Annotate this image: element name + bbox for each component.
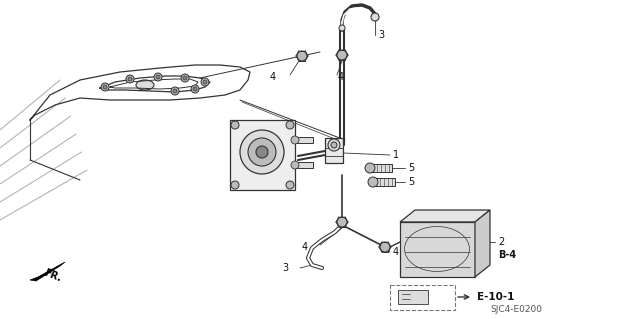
- Circle shape: [256, 146, 268, 158]
- Circle shape: [297, 51, 307, 61]
- Circle shape: [368, 177, 378, 187]
- Text: 1: 1: [393, 150, 399, 160]
- Text: 2: 2: [498, 237, 504, 247]
- Bar: [373, 178, 395, 186]
- Circle shape: [231, 121, 239, 129]
- Bar: [370, 164, 392, 172]
- Text: 4: 4: [393, 247, 399, 257]
- Polygon shape: [400, 210, 490, 222]
- Circle shape: [339, 25, 345, 31]
- Circle shape: [171, 87, 179, 95]
- Bar: [325, 138, 343, 163]
- Circle shape: [365, 163, 375, 173]
- Polygon shape: [400, 222, 475, 277]
- Text: 4: 4: [302, 242, 308, 252]
- Circle shape: [380, 242, 390, 252]
- Ellipse shape: [136, 80, 154, 90]
- Circle shape: [371, 13, 379, 21]
- Circle shape: [103, 85, 107, 89]
- Circle shape: [173, 89, 177, 93]
- Circle shape: [231, 181, 239, 189]
- Text: 5: 5: [408, 163, 414, 173]
- Circle shape: [181, 74, 189, 82]
- Circle shape: [328, 139, 340, 151]
- Circle shape: [286, 181, 294, 189]
- Circle shape: [183, 76, 187, 80]
- Circle shape: [291, 136, 299, 144]
- Circle shape: [331, 142, 337, 148]
- Circle shape: [126, 75, 134, 83]
- Polygon shape: [230, 120, 295, 190]
- Circle shape: [154, 73, 162, 81]
- Text: 3: 3: [378, 30, 384, 40]
- Circle shape: [337, 50, 347, 60]
- Circle shape: [337, 217, 347, 227]
- Polygon shape: [475, 210, 490, 277]
- Text: 4: 4: [270, 72, 276, 82]
- Text: 3: 3: [282, 263, 288, 273]
- Bar: [398, 290, 428, 304]
- Text: E-10-1: E-10-1: [477, 292, 515, 302]
- Circle shape: [156, 75, 160, 79]
- Circle shape: [191, 85, 199, 93]
- Text: 4: 4: [338, 72, 344, 82]
- Circle shape: [291, 161, 299, 169]
- Circle shape: [286, 121, 294, 129]
- Circle shape: [248, 138, 276, 166]
- Circle shape: [203, 80, 207, 84]
- Circle shape: [128, 77, 132, 81]
- Text: SJC4-E0200: SJC4-E0200: [490, 306, 542, 315]
- Bar: [295, 137, 313, 143]
- Bar: [295, 162, 313, 168]
- Text: FR.: FR.: [42, 268, 63, 284]
- Circle shape: [193, 87, 197, 91]
- Polygon shape: [30, 262, 65, 281]
- Circle shape: [240, 130, 284, 174]
- Circle shape: [101, 83, 109, 91]
- Text: B-4: B-4: [498, 250, 516, 260]
- Bar: [390, 285, 455, 310]
- Text: 5: 5: [408, 177, 414, 187]
- Circle shape: [201, 78, 209, 86]
